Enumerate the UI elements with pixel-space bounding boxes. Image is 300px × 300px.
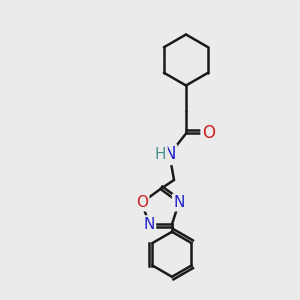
Text: O: O [136, 195, 148, 210]
Text: N: N [173, 195, 185, 210]
Text: N: N [163, 146, 176, 164]
Text: O: O [202, 124, 215, 142]
Text: N: N [143, 217, 155, 232]
Text: H: H [155, 147, 166, 162]
